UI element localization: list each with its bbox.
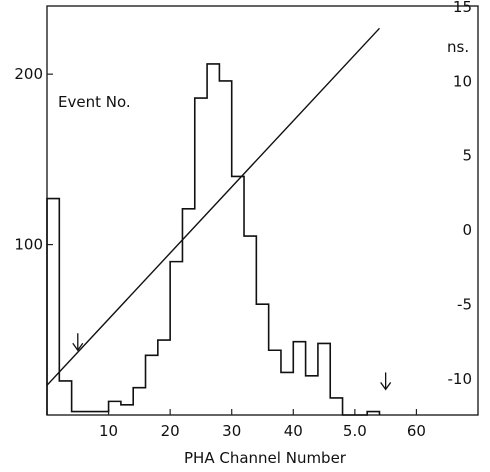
- x-tick-label: 5.0: [343, 422, 367, 440]
- y-axis-label-right: ns.: [447, 38, 469, 56]
- histogram-bar: [281, 372, 293, 415]
- histogram-bar: [59, 381, 71, 415]
- y-tick-label-left: 200: [14, 65, 43, 83]
- histogram-bar: [207, 64, 219, 415]
- histogram-bar: [318, 343, 330, 415]
- x-tick-label: 30: [222, 422, 241, 440]
- y-axis-label-left: Event No.: [58, 93, 131, 111]
- x-tick-label: 20: [161, 422, 180, 440]
- x-tick-label: 40: [284, 422, 303, 440]
- markers: [72, 333, 392, 391]
- histogram-bar: [109, 401, 121, 415]
- histogram-bar: [330, 398, 342, 415]
- histogram-bar: [195, 98, 207, 415]
- fit-line: [46, 27, 380, 386]
- labels: Event No. ns. PHA Channel Number: [58, 38, 469, 467]
- arrow-down-marker: [380, 372, 392, 391]
- histogram-bar: [367, 412, 379, 415]
- x-axis-label: PHA Channel Number: [184, 449, 347, 467]
- y-tick-label-right: 5: [462, 147, 472, 165]
- histogram: [46, 63, 381, 416]
- histogram-bar: [219, 81, 231, 415]
- histogram-bar: [146, 355, 158, 415]
- y-tick-label-right: 0: [462, 221, 472, 239]
- histogram-bar: [182, 209, 194, 415]
- arrow-down-marker: [72, 333, 84, 352]
- histogram-bar: [133, 388, 145, 415]
- histogram-bar: [121, 405, 133, 415]
- y-tick-label-right: -10: [448, 370, 473, 388]
- fit-line-group: [46, 27, 380, 386]
- y-tick-label-right: 10: [453, 72, 472, 90]
- histogram-bar: [170, 262, 182, 415]
- y-tick-label-left: 100: [14, 236, 43, 254]
- histogram-outline: [46, 63, 381, 416]
- histogram-bar: [269, 350, 281, 415]
- axis-ticks: 10 20 30 40 5.0 60 100 200 -10 -5 0 5 10 15: [14, 0, 472, 440]
- histogram-bar: [293, 342, 305, 415]
- histogram-bar: [158, 340, 170, 415]
- y-tick-label-right: -5: [457, 295, 472, 313]
- x-tick-label: 60: [407, 422, 426, 440]
- histogram-bar: [244, 236, 256, 415]
- histogram-bar: [72, 412, 109, 415]
- histogram-bar: [256, 304, 268, 415]
- histogram-bar: [232, 176, 244, 415]
- y-tick-label-right: 15: [453, 0, 472, 16]
- x-tick-label: 10: [99, 422, 118, 440]
- histogram-bar: [306, 376, 318, 415]
